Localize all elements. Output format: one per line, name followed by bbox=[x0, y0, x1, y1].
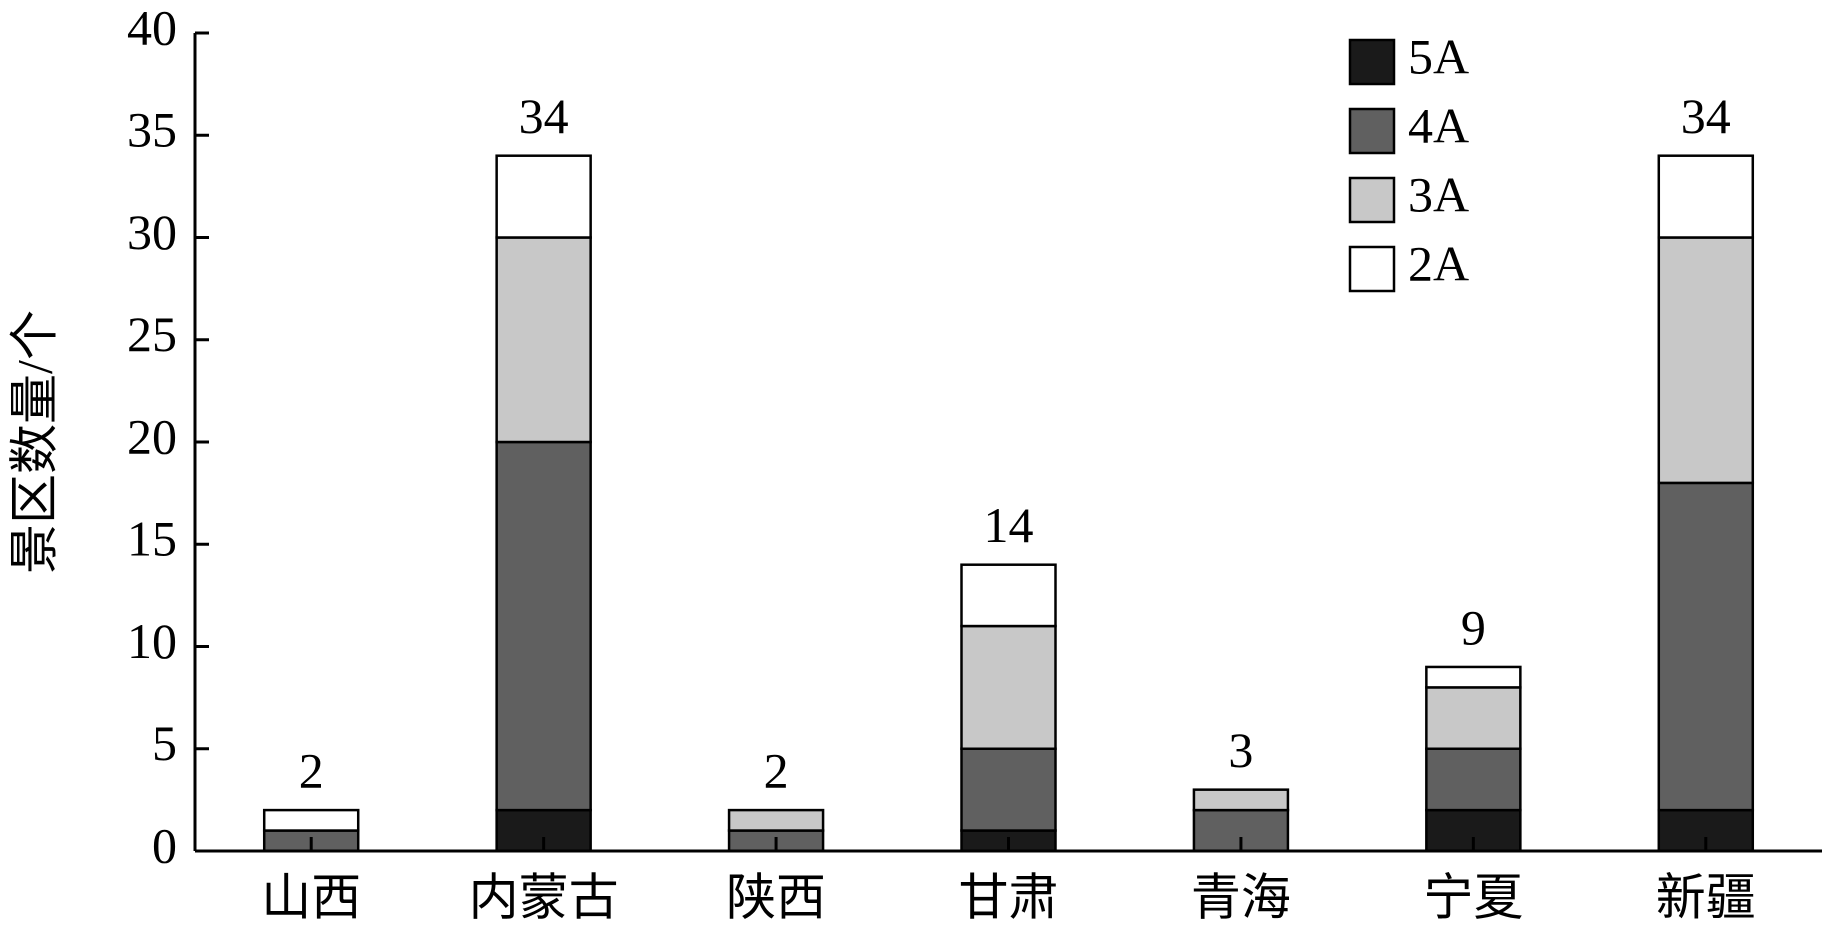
y-tick-label: 10 bbox=[127, 613, 177, 669]
total-label: 14 bbox=[984, 497, 1034, 553]
x-tick-label: 甘肃 bbox=[959, 869, 1059, 925]
bar-segment bbox=[1425, 747, 1522, 812]
x-tick-label: 山西 bbox=[261, 869, 361, 925]
y-tick-label: 20 bbox=[127, 408, 177, 464]
x-tick-label: 内蒙古 bbox=[469, 869, 619, 925]
legend-label: 2A bbox=[1408, 235, 1469, 291]
x-tick-label: 新疆 bbox=[1656, 869, 1756, 925]
bar-segment bbox=[495, 236, 592, 444]
y-tick-label: 35 bbox=[127, 102, 177, 158]
total-label: 2 bbox=[299, 743, 324, 799]
bar-segment bbox=[727, 808, 825, 832]
bar-segment bbox=[1425, 686, 1522, 751]
x-tick-label: 青海 bbox=[1191, 869, 1291, 925]
legend-swatch bbox=[1348, 107, 1396, 155]
y-tick-label: 15 bbox=[127, 511, 177, 567]
legend-swatch bbox=[1348, 176, 1396, 224]
y-tick-label: 5 bbox=[152, 715, 177, 771]
bar-segment bbox=[1657, 154, 1755, 239]
total-label: 34 bbox=[519, 88, 569, 144]
bar-segment bbox=[960, 563, 1057, 628]
y-tick-label: 0 bbox=[152, 817, 177, 873]
bar-segment bbox=[1657, 236, 1755, 485]
bar-segment bbox=[1192, 788, 1290, 812]
x-tick-label: 陕西 bbox=[726, 869, 826, 925]
y-axis-label: 景区数量/个 bbox=[6, 310, 62, 574]
legend-label: 5A bbox=[1408, 28, 1469, 84]
total-label: 2 bbox=[764, 743, 789, 799]
bar-segment bbox=[1425, 665, 1522, 689]
bar-segment bbox=[495, 154, 592, 239]
total-label: 34 bbox=[1681, 88, 1731, 144]
y-tick-label: 40 bbox=[127, 0, 177, 55]
total-label: 9 bbox=[1461, 599, 1486, 655]
bar-segment bbox=[495, 440, 592, 812]
x-tick-label: 宁夏 bbox=[1423, 869, 1523, 925]
y-tick-label: 25 bbox=[127, 306, 177, 362]
legend-label: 4A bbox=[1408, 97, 1469, 153]
bar-segment bbox=[262, 808, 360, 832]
bar-segment bbox=[1657, 481, 1755, 812]
bar-segment bbox=[960, 747, 1057, 832]
legend-swatch bbox=[1348, 38, 1396, 86]
total-label: 3 bbox=[1228, 722, 1253, 778]
bar-segment bbox=[960, 624, 1057, 750]
y-tick-label: 30 bbox=[127, 204, 177, 260]
legend-label: 3A bbox=[1408, 166, 1469, 222]
legend-swatch bbox=[1348, 245, 1396, 293]
